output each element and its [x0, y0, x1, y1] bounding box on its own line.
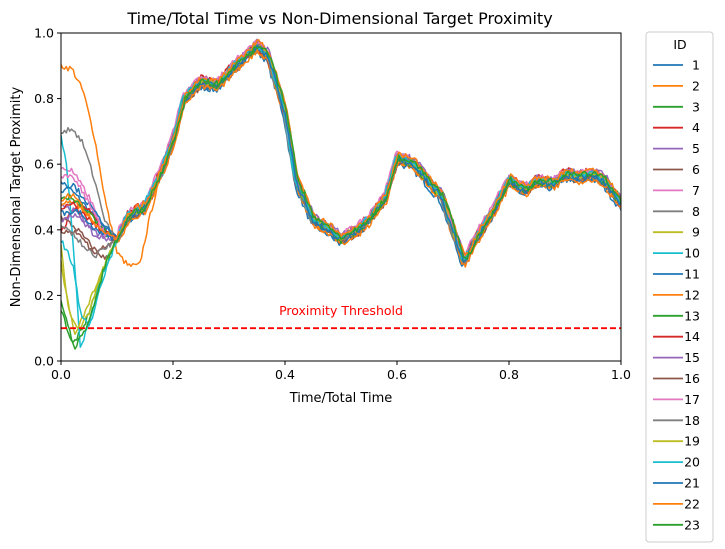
- x-axis: 0.0 0.2 0.4 0.6 0.8 1.0: [51, 361, 631, 382]
- legend-label: 23: [684, 517, 700, 532]
- x-tick-label: 0.2: [163, 367, 183, 382]
- legend-label: 5: [692, 141, 700, 156]
- legend-frame: [645, 31, 714, 543]
- y-tick-label: 0.4: [34, 222, 54, 237]
- series-line-14: [61, 41, 621, 257]
- legend-label: 20: [684, 455, 700, 470]
- series-line-21: [61, 45, 621, 263]
- series-line-18: [61, 43, 621, 264]
- series-line-17: [61, 40, 621, 258]
- series-line-10: [61, 43, 621, 348]
- plot-area: Proximity Threshold: [60, 32, 622, 362]
- x-axis-label: Time/Total Time: [289, 391, 393, 406]
- y-tick-label: 0.2: [34, 288, 54, 303]
- series-line-7: [61, 43, 621, 263]
- x-tick-label: 0.4: [275, 367, 295, 382]
- legend-label: 2: [692, 78, 700, 93]
- legend-label: 15: [684, 350, 700, 365]
- legend-label: 1: [692, 58, 700, 73]
- series-line-5: [61, 44, 621, 263]
- series-line-23: [61, 45, 621, 350]
- legend-label: 8: [692, 204, 700, 219]
- chart-title: Time/Total Time vs Non-Dimensional Targe…: [126, 9, 552, 28]
- plot-frame: [60, 32, 622, 362]
- series-line-16: [61, 44, 621, 264]
- series-line-22: [61, 39, 621, 256]
- series-line-3: [61, 41, 621, 343]
- y-axis: 0.0 0.2 0.4 0.6 0.8 1.0: [34, 26, 61, 369]
- legend-label: 17: [684, 392, 700, 407]
- legend-label: 4: [692, 120, 700, 135]
- legend-label: 3: [692, 99, 700, 114]
- series-line-15: [61, 38, 621, 257]
- legend-label: 22: [684, 496, 700, 511]
- x-tick-label: 0.0: [51, 367, 71, 382]
- x-tick-label: 0.8: [499, 367, 519, 382]
- x-tick-label: 1.0: [611, 367, 631, 382]
- legend-label: 11: [684, 267, 700, 282]
- legend-label: 21: [684, 476, 700, 491]
- threshold-label: Proximity Threshold: [279, 303, 403, 318]
- legend-label: 7: [692, 183, 700, 198]
- legend-label: 13: [684, 308, 700, 323]
- legend-label: 19: [684, 434, 700, 449]
- x-tick-label: 0.6: [387, 367, 407, 382]
- y-axis-label: Non-Dimensional Target Proximity: [9, 87, 24, 308]
- series-line-4: [61, 47, 621, 262]
- legend-label: 18: [684, 413, 700, 428]
- legend-label: 14: [684, 329, 700, 344]
- legend-label: 9: [692, 225, 700, 240]
- series-line-6: [61, 47, 621, 267]
- legend-label: 16: [684, 371, 700, 386]
- series-line-13: [61, 45, 621, 264]
- series-lines: [61, 38, 621, 350]
- legend-label: 12: [684, 287, 700, 302]
- legend-label: 6: [692, 162, 700, 177]
- legend-title: ID: [673, 37, 686, 52]
- y-tick-label: 0.0: [34, 354, 54, 369]
- series-line-11: [61, 48, 621, 263]
- y-tick-label: 0.6: [34, 157, 54, 172]
- series-line-8: [61, 47, 621, 264]
- y-tick-label: 1.0: [34, 26, 54, 41]
- legend-label: 10: [684, 246, 700, 261]
- y-tick-label: 0.8: [34, 91, 54, 106]
